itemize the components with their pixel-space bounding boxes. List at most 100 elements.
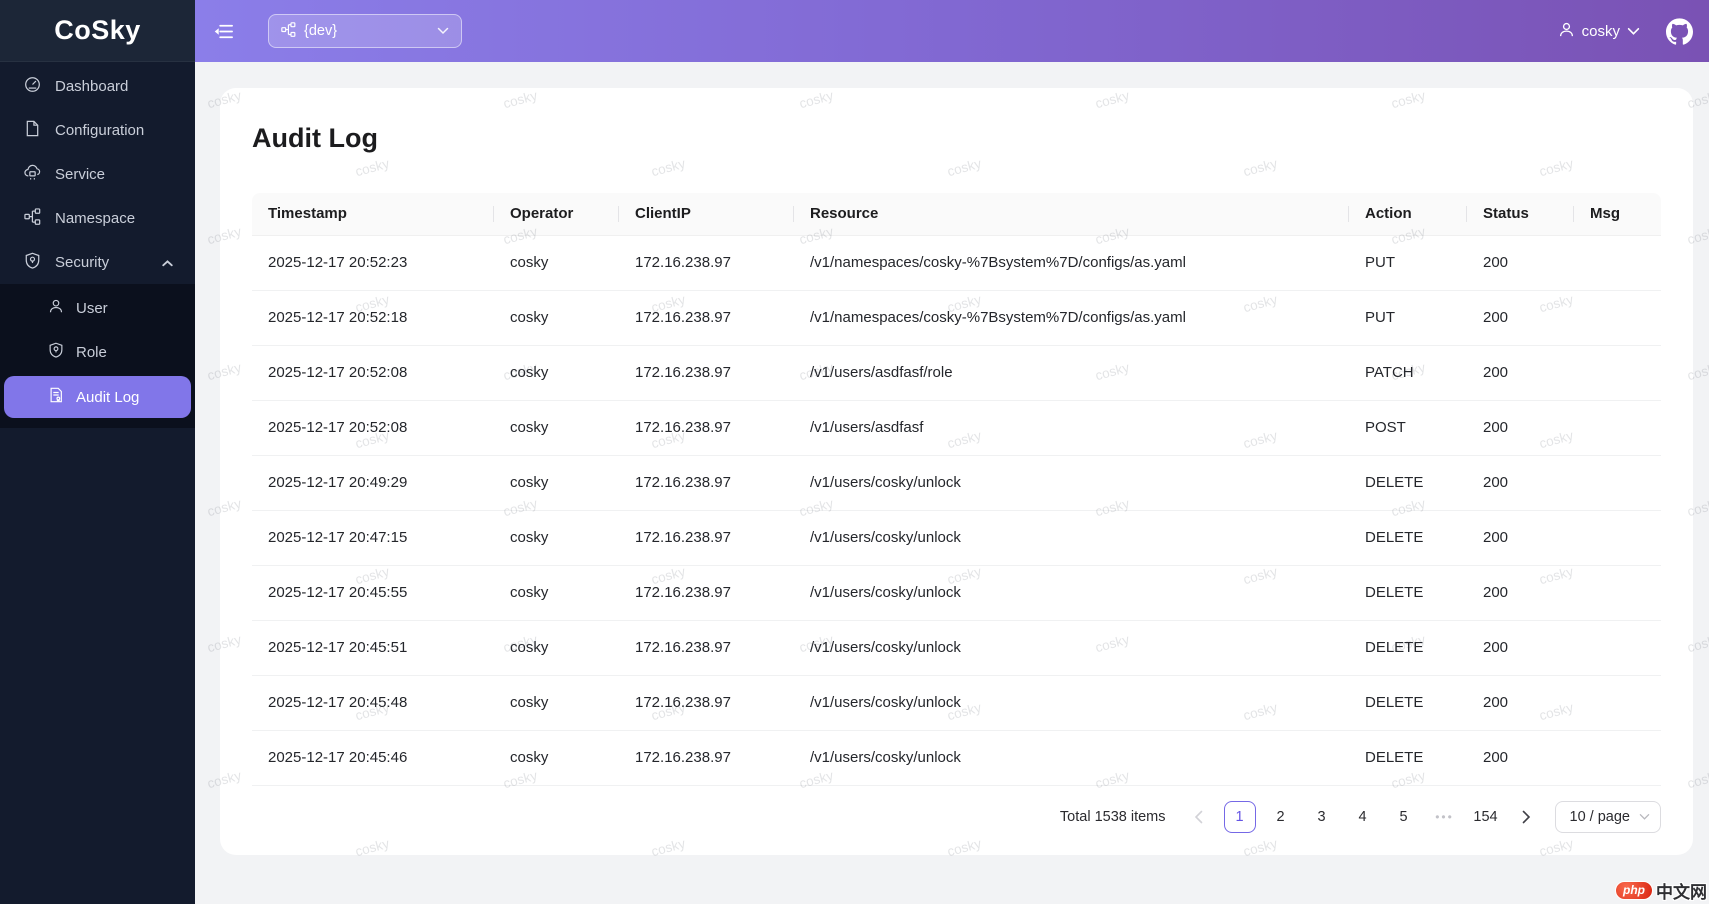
cell-resource: /v1/users/cosky/unlock [794, 455, 1349, 511]
cell-timestamp: 2025-12-17 20:52:08 [252, 400, 494, 456]
app-logo: CoSky [0, 0, 195, 62]
table-row: 2025-12-17 20:45:55 cosky 172.16.238.97/v1… [252, 565, 1661, 621]
cell-resource: /v1/users/cosky/unlock [794, 510, 1349, 566]
chevron-up-icon [162, 254, 173, 271]
cell-timestamp: 2025-12-17 20:49:29 [252, 455, 494, 511]
cell-msg [1574, 345, 1661, 401]
sidebar-item-label: Namespace [55, 209, 136, 227]
chevron-down-icon [1627, 23, 1640, 40]
sidebar-item-security[interactable]: Security [0, 240, 195, 284]
github-icon[interactable] [1666, 17, 1693, 45]
cell-action: DELETE [1349, 675, 1467, 731]
sidebar-item-role[interactable]: Role [0, 330, 195, 374]
cell-resource: /v1/users/asdfasf [794, 400, 1349, 456]
sidebar-item-namespace[interactable]: Namespace [0, 196, 195, 240]
pagination-total: Total 1538 items [1059, 808, 1166, 825]
cell-msg [1574, 675, 1661, 731]
cell-msg [1574, 565, 1661, 621]
cell-clientip: 172.16.238.97 [619, 565, 794, 621]
pagination-page-5[interactable]: 5 [1399, 808, 1408, 825]
cell-operator: cosky [494, 400, 619, 456]
cell-timestamp: 2025-12-17 20:45:51 [252, 620, 494, 676]
cell-msg [1574, 290, 1661, 346]
pagination-page-last[interactable]: 154 [1473, 808, 1498, 825]
php-cn-text: 中文网 [1656, 883, 1707, 902]
cell-action: PUT [1349, 290, 1467, 346]
cell-operator: cosky [494, 675, 619, 731]
cell-timestamp: 2025-12-17 20:45:48 [252, 675, 494, 731]
pagination-page-2[interactable]: 2 [1276, 808, 1285, 825]
column-header-msg: Msg [1574, 193, 1661, 236]
cell-resource: /v1/users/cosky/unlock [794, 675, 1349, 731]
cell-clientip: 172.16.238.97 [619, 455, 794, 511]
username: cosky [1581, 22, 1620, 40]
cell-timestamp: 2025-12-17 20:45:55 [252, 565, 494, 621]
shield-icon [24, 252, 41, 273]
cell-status: 200 [1467, 290, 1574, 346]
cell-timestamp: 2025-12-17 20:45:46 [252, 730, 494, 786]
file-icon [24, 120, 41, 141]
audit-log-card: Audit Log Timestamp Operator ClientIP Re… [220, 88, 1693, 855]
pagination-ellipsis[interactable]: ••• [1435, 809, 1454, 824]
menu-fold-icon [214, 24, 233, 38]
column-header-status: Status [1467, 193, 1574, 236]
cell-status: 200 [1467, 510, 1574, 566]
sidebar-item-user[interactable]: User [0, 286, 195, 330]
cell-resource: /v1/namespaces/cosky-%7Bsystem%7D/config… [794, 290, 1349, 346]
cell-status: 200 [1467, 400, 1574, 456]
pagination-next-button[interactable] [1511, 801, 1543, 833]
table-row: 2025-12-17 20:49:29 cosky 172.16.238.97/v1… [252, 455, 1661, 511]
dashboard-icon [24, 76, 41, 97]
pagination-page-3[interactable]: 3 [1317, 808, 1326, 825]
audit-log-table: Timestamp Operator ClientIP Resource Act… [252, 193, 1661, 786]
cell-msg [1574, 620, 1661, 676]
pagination-page-4[interactable]: 4 [1358, 808, 1367, 825]
pagination-page-1[interactable]: 1 [1223, 800, 1256, 833]
cell-action: PATCH [1349, 345, 1467, 401]
sidebar-collapse-button[interactable] [211, 19, 235, 43]
sidebar-item-dashboard[interactable]: Dashboard [0, 64, 195, 108]
sidebar-item-label: Security [55, 253, 110, 271]
sidebar-item-label: User [76, 299, 108, 317]
chevron-left-icon [1194, 810, 1203, 823]
table-row: 2025-12-17 20:52:23 cosky 172.16.238.97/v1… [252, 235, 1661, 291]
cell-msg [1574, 235, 1661, 291]
cell-action: DELETE [1349, 565, 1467, 621]
cell-status: 200 [1467, 620, 1574, 676]
content-area: Audit Log Timestamp Operator ClientIP Re… [195, 62, 1709, 855]
namespace-select[interactable]: {dev} [268, 14, 462, 48]
page-size-select[interactable]: 10 / page [1554, 800, 1661, 833]
cell-timestamp: 2025-12-17 20:52:23 [252, 235, 494, 291]
cell-msg [1574, 400, 1661, 456]
sidebar: CoSky Dashboard Configuration [0, 0, 195, 904]
top-bar: {dev} cosky [195, 0, 1709, 62]
cell-timestamp: 2025-12-17 20:47:15 [252, 510, 494, 566]
cell-msg [1574, 730, 1661, 786]
table-row: 2025-12-17 20:47:15 cosky 172.16.238.97/v1… [252, 510, 1661, 566]
cell-action: DELETE [1349, 620, 1467, 676]
cell-action: POST [1349, 400, 1467, 456]
cell-clientip: 172.16.238.97 [619, 510, 794, 566]
sidebar-item-audit-log[interactable]: Audit Log [4, 376, 191, 418]
user-menu[interactable]: cosky [1558, 21, 1640, 42]
sidebar-item-configuration[interactable]: Configuration [0, 108, 195, 152]
cell-clientip: 172.16.238.97 [619, 345, 794, 401]
table-row: 2025-12-17 20:45:51 cosky 172.16.238.97/v1… [252, 620, 1661, 676]
column-header-resource: Resource [794, 193, 1349, 236]
cell-timestamp: 2025-12-17 20:52:18 [252, 290, 494, 346]
pagination-prev-button[interactable] [1183, 801, 1215, 833]
cell-msg [1574, 455, 1661, 511]
cluster-icon [281, 21, 296, 41]
cell-resource: /v1/users/asdfasf/role [794, 345, 1349, 401]
sidebar-item-label: Service [55, 165, 106, 183]
column-header-operator: Operator [494, 193, 619, 236]
cell-status: 200 [1467, 455, 1574, 511]
cell-resource: /v1/users/cosky/unlock [794, 620, 1349, 676]
sidebar-menu: Dashboard Configuration Service [0, 62, 195, 428]
role-shield-icon [48, 342, 64, 362]
sidebar-item-service[interactable]: Service [0, 152, 195, 196]
table-row: 2025-12-17 20:52:08 cosky 172.16.238.97/v1… [252, 400, 1661, 456]
table-row: 2025-12-17 20:52:18 cosky 172.16.238.97/v1… [252, 290, 1661, 346]
cell-clientip: 172.16.238.97 [619, 730, 794, 786]
cell-clientip: 172.16.238.97 [619, 235, 794, 291]
